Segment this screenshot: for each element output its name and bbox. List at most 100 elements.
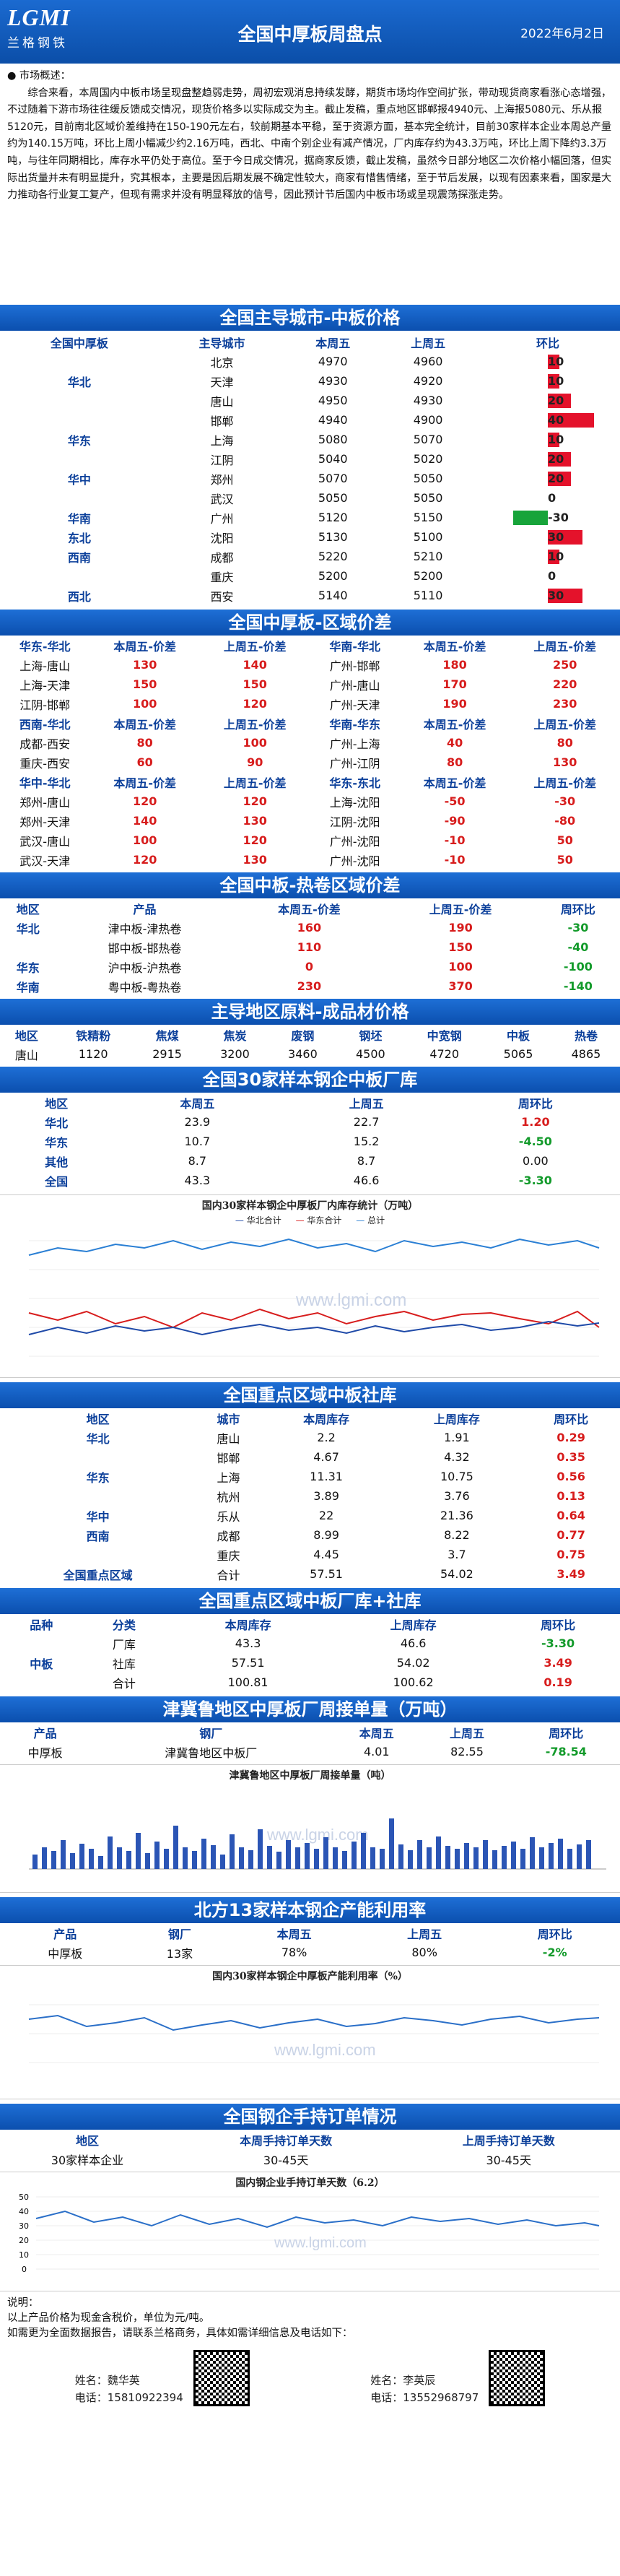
table-cell: 40 xyxy=(446,736,463,750)
table-header: 本周手持订单天数 xyxy=(240,2133,333,2148)
orders-bar xyxy=(464,1843,469,1869)
price-cell: 5210 xyxy=(413,550,443,563)
table-row: 中板 社库 57.51 54.02 3.49 xyxy=(0,1653,620,1673)
qr-code-1[interactable] xyxy=(193,2350,250,2406)
orders-bar xyxy=(70,1853,75,1869)
table-header: 分类 xyxy=(112,1618,136,1632)
table-cell: 46.6 xyxy=(353,1174,380,1187)
city-cell: 武汉 xyxy=(210,492,234,506)
price-cell: 5110 xyxy=(413,589,443,602)
footer-note-0: 说明： xyxy=(7,2297,39,2309)
table-cell: 0.77 xyxy=(556,1528,585,1542)
qr-code-2[interactable] xyxy=(489,2350,546,2406)
change-cell: 10 xyxy=(476,371,620,391)
table-cell: 10.7 xyxy=(184,1135,211,1148)
change-bar-fill xyxy=(548,374,559,389)
table-cell: 3.7 xyxy=(447,1548,466,1561)
table-cell: 150 xyxy=(132,677,157,691)
price-cell: 5040 xyxy=(318,452,348,466)
table-header: 上周五-价差 xyxy=(223,717,287,732)
table-cell: 乐从 xyxy=(217,1509,240,1524)
orders-bar xyxy=(230,1834,235,1869)
orders-bar xyxy=(295,1847,300,1869)
table-header: 地区 xyxy=(86,1412,110,1426)
table-header: 城市 xyxy=(217,1412,240,1426)
table-cell: 3.76 xyxy=(444,1489,470,1503)
table-header: 上周五-价差 xyxy=(223,639,287,654)
orders-bar xyxy=(586,1840,591,1869)
table-row: 郑州-唐山 120 120 上海-沈阳 -50 -30 xyxy=(0,792,620,811)
orders-bar xyxy=(323,1837,328,1869)
table-cell: 43.3 xyxy=(235,1636,261,1650)
ytick-3: 20 xyxy=(19,2236,29,2245)
order-chart-title: 国内钢企业手持订单天数（6.2） xyxy=(235,2177,385,2189)
table-cell: 1120 xyxy=(78,1047,108,1061)
table-header: 中宽钢 xyxy=(427,1028,462,1043)
orders-bar xyxy=(408,1850,413,1869)
orders-bar xyxy=(436,1836,441,1869)
table-header: 中板 xyxy=(507,1028,531,1043)
table-header: 地区 xyxy=(16,902,40,916)
city-cell: 广州 xyxy=(210,511,234,526)
table-cell: 华东 xyxy=(16,960,40,975)
orders-received-chart: 津冀鲁地区中厚板厂周接单量（吨） www.lgmi.com xyxy=(0,1764,620,1893)
change-cell: 40 xyxy=(476,410,620,430)
chart4-watermark: www.lgmi.com xyxy=(274,2235,367,2251)
change-cell: 10 xyxy=(476,547,620,566)
table-cell: 150 xyxy=(243,677,267,691)
table-row: 华东 上海 11.31 10.75 0.56 xyxy=(0,1467,620,1486)
table-cell: 津中板-津热卷 xyxy=(108,921,182,936)
city-price-table: 全国中厚板 主导城市 本周五 上周五 环比 北京 4970 4960 10 华北 天津 4930 49… xyxy=(0,332,620,605)
change-value: 0 xyxy=(548,569,556,583)
table-cell: 110 xyxy=(297,940,322,954)
table-header: 本周五-价差 xyxy=(113,776,176,790)
change-value: 0 xyxy=(548,491,556,505)
table-cell: 粤中板-粤热卷 xyxy=(108,980,182,994)
table-row: 全国重点区域 合计 57.51 54.02 3.49 xyxy=(0,1564,620,1584)
change-bar: -30 xyxy=(476,508,620,527)
orders-bar xyxy=(314,1849,319,1869)
orders-bar xyxy=(530,1837,535,1869)
city-cell: 北京 xyxy=(210,355,234,370)
table-header: 本周五-价差 xyxy=(113,639,176,654)
table-header: 产品 xyxy=(53,1927,77,1941)
table-cell: 0 xyxy=(305,960,313,973)
table-row: 华中 乐从 22 21.36 0.64 xyxy=(0,1506,620,1525)
inventory-30-table: 地区 本周五 上周五 周环比 华北 23.9 22.7 1.20 华东 10.7 15.2 -4.50… xyxy=(0,1093,620,1190)
table-cell: 广州-沈阳 xyxy=(329,834,380,849)
table-cell: 13家 xyxy=(166,1946,193,1961)
table-cell: 津冀鲁地区中板厂 xyxy=(165,1745,258,1760)
table-cell: 3200 xyxy=(220,1047,250,1061)
table-header: 地区 xyxy=(75,2133,99,2148)
price-cell: 4930 xyxy=(413,394,443,407)
table-cell: 唐山 xyxy=(14,1048,38,1062)
table-header: 铁精粉 xyxy=(76,1028,111,1043)
table-cell: 130 xyxy=(552,755,577,769)
ytick-2: 30 xyxy=(19,2221,29,2231)
city-cell: 重庆 xyxy=(210,570,234,584)
table-row: 重庆 4.45 3.7 0.75 xyxy=(0,1545,620,1564)
table-cell: 250 xyxy=(552,658,577,672)
price-cell: 5200 xyxy=(413,569,443,583)
change-bar-fill xyxy=(548,413,594,428)
summary-heading: ● 市场概述： xyxy=(7,70,71,82)
table-header: 本周五-价差 xyxy=(423,776,486,790)
table-cell: 80 xyxy=(136,736,153,750)
table-row: 西北 西安 5140 5110 30 xyxy=(0,586,620,605)
chart2-watermark: www.lgmi.com xyxy=(266,1826,369,1844)
table-row: 合计 100.81 100.62 0.19 xyxy=(0,1673,620,1692)
section-capacity-utilization: 北方13家样本钢企产能利用率 xyxy=(0,1897,620,1923)
table-cell: -100 xyxy=(563,960,593,973)
capacity-utilization-table: 产品 钢厂 本周五 上周五 周环比 中厚板 13家 78% 80% -2% xyxy=(0,1923,620,1962)
table-header-row: 华东-华北 本周五-价差 上周五-价差 华南-华北 本周五-价差 上周五-价差 xyxy=(0,636,620,655)
change-bar: 20 xyxy=(476,449,620,469)
table-cell: 100 xyxy=(132,697,157,711)
table-row: 重庆 5200 5200 0 xyxy=(0,566,620,586)
table-header: 华东-东北 xyxy=(329,776,380,790)
table-cell: 郑州-天津 xyxy=(19,815,71,829)
table-header-row: 地区 本周五 上周五 周环比 xyxy=(0,1093,620,1112)
section-total-inventory: 全国重点区域中板厂库+社库 xyxy=(0,1588,620,1614)
table-cell: 190 xyxy=(448,921,473,934)
order-days-table: 地区 本周手持订单天数 上周手持订单天数 30家样本企业 30-45天 30-45天 xyxy=(0,2130,620,2169)
table-cell: 西南 xyxy=(86,1529,110,1543)
